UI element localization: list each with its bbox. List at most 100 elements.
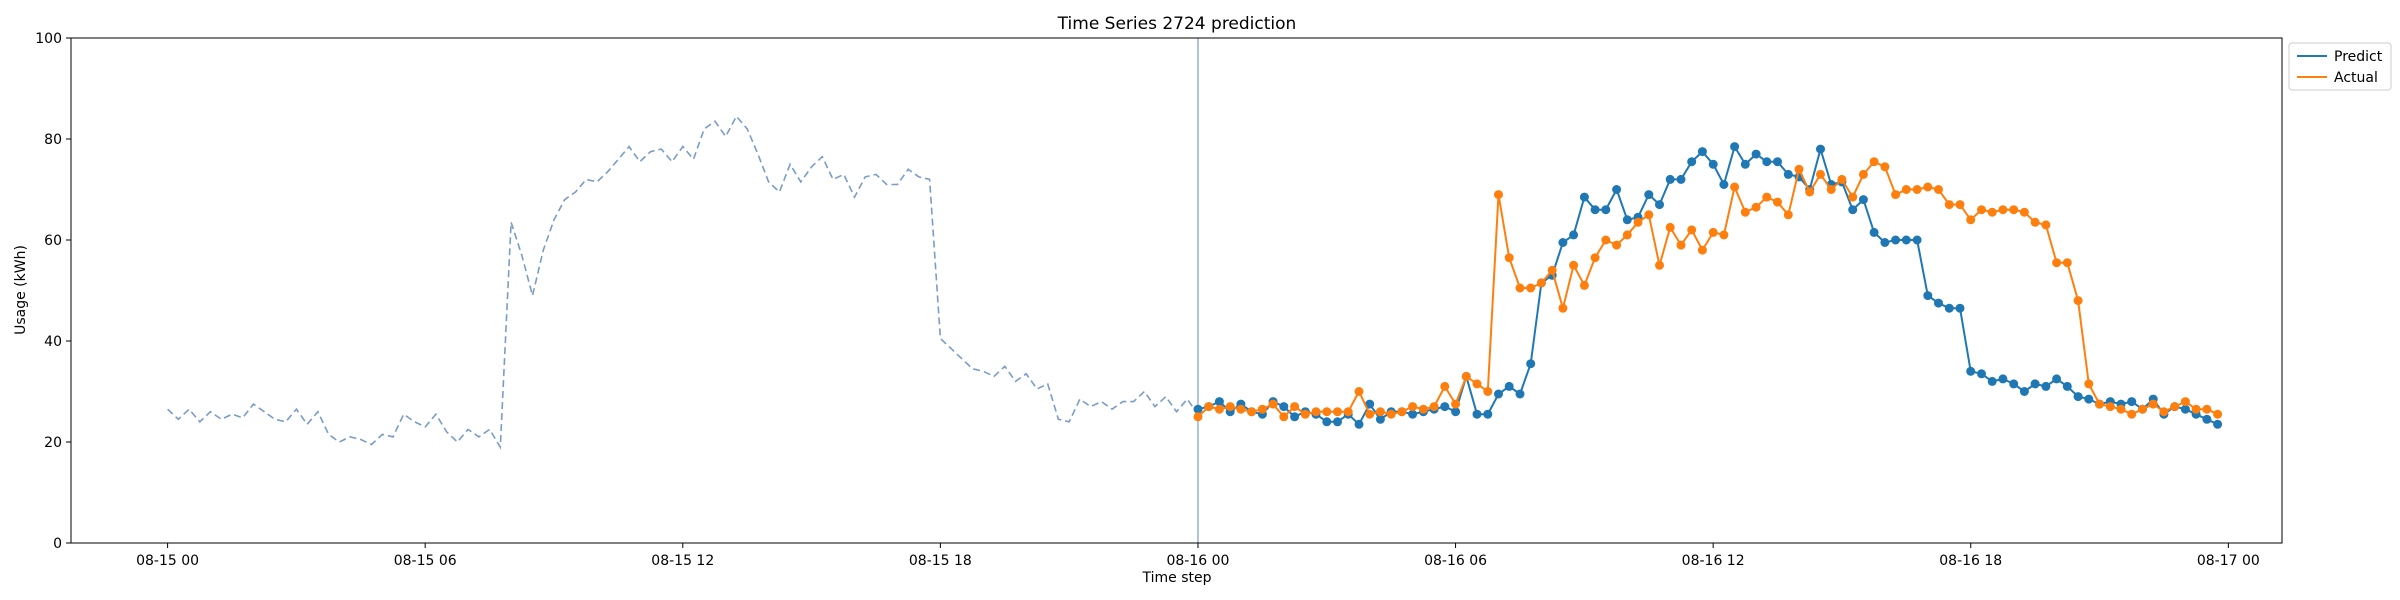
predict-point — [1504, 381, 1514, 391]
legend-box — [2288, 42, 2392, 91]
predict-point — [1901, 235, 1911, 245]
predict-point — [1977, 369, 1986, 379]
actual-point — [1955, 200, 1965, 210]
actual-point — [1987, 207, 1997, 217]
actual-point — [1579, 280, 1589, 290]
x-tick-label: 08-16 06 — [1424, 553, 1487, 569]
actual-point — [1848, 192, 1858, 202]
actual-point — [2213, 409, 2223, 419]
actual-series — [1193, 157, 2223, 422]
actual-point — [1783, 210, 1793, 220]
predict-point — [1451, 407, 1461, 417]
actual-point — [2062, 258, 2072, 268]
actual-point — [2095, 399, 2104, 409]
predict-point — [1944, 303, 1954, 313]
actual-point — [1451, 399, 1461, 409]
actual-point — [1333, 407, 1342, 417]
actual-point — [1622, 230, 1632, 240]
actual-point — [2138, 404, 2147, 414]
actual-point — [1751, 202, 1761, 212]
actual-point — [2159, 407, 2169, 417]
actual-point — [1708, 227, 1718, 237]
y-axis-title: Usage (kWh) — [13, 245, 29, 335]
predict-point — [2062, 381, 2072, 391]
actual-point — [1494, 190, 1503, 200]
predict-point — [1773, 157, 1782, 167]
actual-point — [1257, 404, 1267, 414]
actual-point — [2202, 404, 2212, 414]
actual-point — [1944, 200, 1954, 210]
actual-point — [2073, 296, 2083, 306]
actual-point — [1837, 174, 1847, 184]
predict-point — [2019, 387, 2029, 396]
predict-point — [1730, 142, 1740, 152]
predict-point — [2213, 419, 2223, 429]
actual-point — [1504, 253, 1514, 263]
predict-point — [1816, 144, 1825, 154]
actual-point — [1730, 182, 1740, 192]
legend-predict-label: Predict — [2334, 49, 2383, 65]
predict-point — [1987, 376, 1997, 386]
predict-point — [1365, 399, 1375, 409]
actual-point — [1676, 240, 1686, 250]
actual-point — [1977, 205, 1986, 215]
actual-point — [1934, 185, 1943, 194]
actual-point — [1279, 412, 1289, 422]
actual-point — [1858, 169, 1868, 179]
legend-actual-label: Actual — [2334, 70, 2378, 86]
actual-point — [1547, 265, 1557, 275]
predict-point — [1687, 157, 1697, 167]
actual-point — [2170, 402, 2180, 412]
predict-point — [1440, 402, 1450, 412]
actual-point — [2105, 402, 2115, 412]
actual-point — [1773, 197, 1782, 207]
predict-point — [2180, 404, 2190, 414]
actual-point — [2191, 404, 2201, 414]
predict-point — [1590, 205, 1600, 215]
actual-point — [1193, 412, 1203, 422]
actual-point — [1322, 407, 1332, 417]
actual-point — [1805, 187, 1815, 197]
actual-point — [2084, 379, 2094, 389]
y-tick-label: 0 — [53, 536, 62, 552]
predict-point — [1558, 238, 1568, 247]
actual-point — [1558, 303, 1568, 313]
predict-point — [1322, 417, 1332, 427]
predict-point — [1655, 200, 1664, 210]
actual-point — [2009, 205, 2019, 215]
actual-point — [1214, 404, 1224, 414]
predict-point — [1494, 389, 1503, 399]
predict-point — [2030, 379, 2040, 389]
x-tick-label: 08-15 00 — [136, 553, 199, 569]
actual-point — [1515, 283, 1525, 293]
predict-point — [1708, 159, 1718, 169]
actual-point — [1794, 164, 1804, 174]
predict-point — [1214, 397, 1224, 407]
predict-point — [2041, 381, 2051, 391]
actual-point — [1816, 169, 1825, 179]
predict-point — [1333, 417, 1342, 427]
history-line — [167, 114, 1199, 450]
actual-point — [1901, 185, 1911, 194]
y-tick-label: 40 — [44, 334, 62, 350]
predict-point — [2202, 414, 2212, 424]
actual-point — [1912, 185, 1922, 194]
predict-point — [2052, 374, 2062, 384]
predict-point — [1891, 235, 1901, 245]
actual-point — [2180, 397, 2190, 407]
actual-point — [2052, 258, 2062, 268]
actual-point — [1633, 217, 1643, 227]
predict-point — [1740, 159, 1750, 169]
actual-point — [1891, 190, 1901, 200]
predict-point — [1955, 303, 1965, 313]
x-axis-title: Time step — [1142, 570, 1212, 586]
actual-point — [1204, 402, 1214, 412]
actual-point — [2148, 399, 2158, 409]
predict-point — [1375, 414, 1385, 424]
actual-point — [1601, 235, 1611, 245]
predict-point — [1579, 192, 1589, 202]
actual-point — [1461, 371, 1471, 381]
y-tick-label: 20 — [44, 435, 62, 451]
predict-point — [1912, 235, 1922, 245]
